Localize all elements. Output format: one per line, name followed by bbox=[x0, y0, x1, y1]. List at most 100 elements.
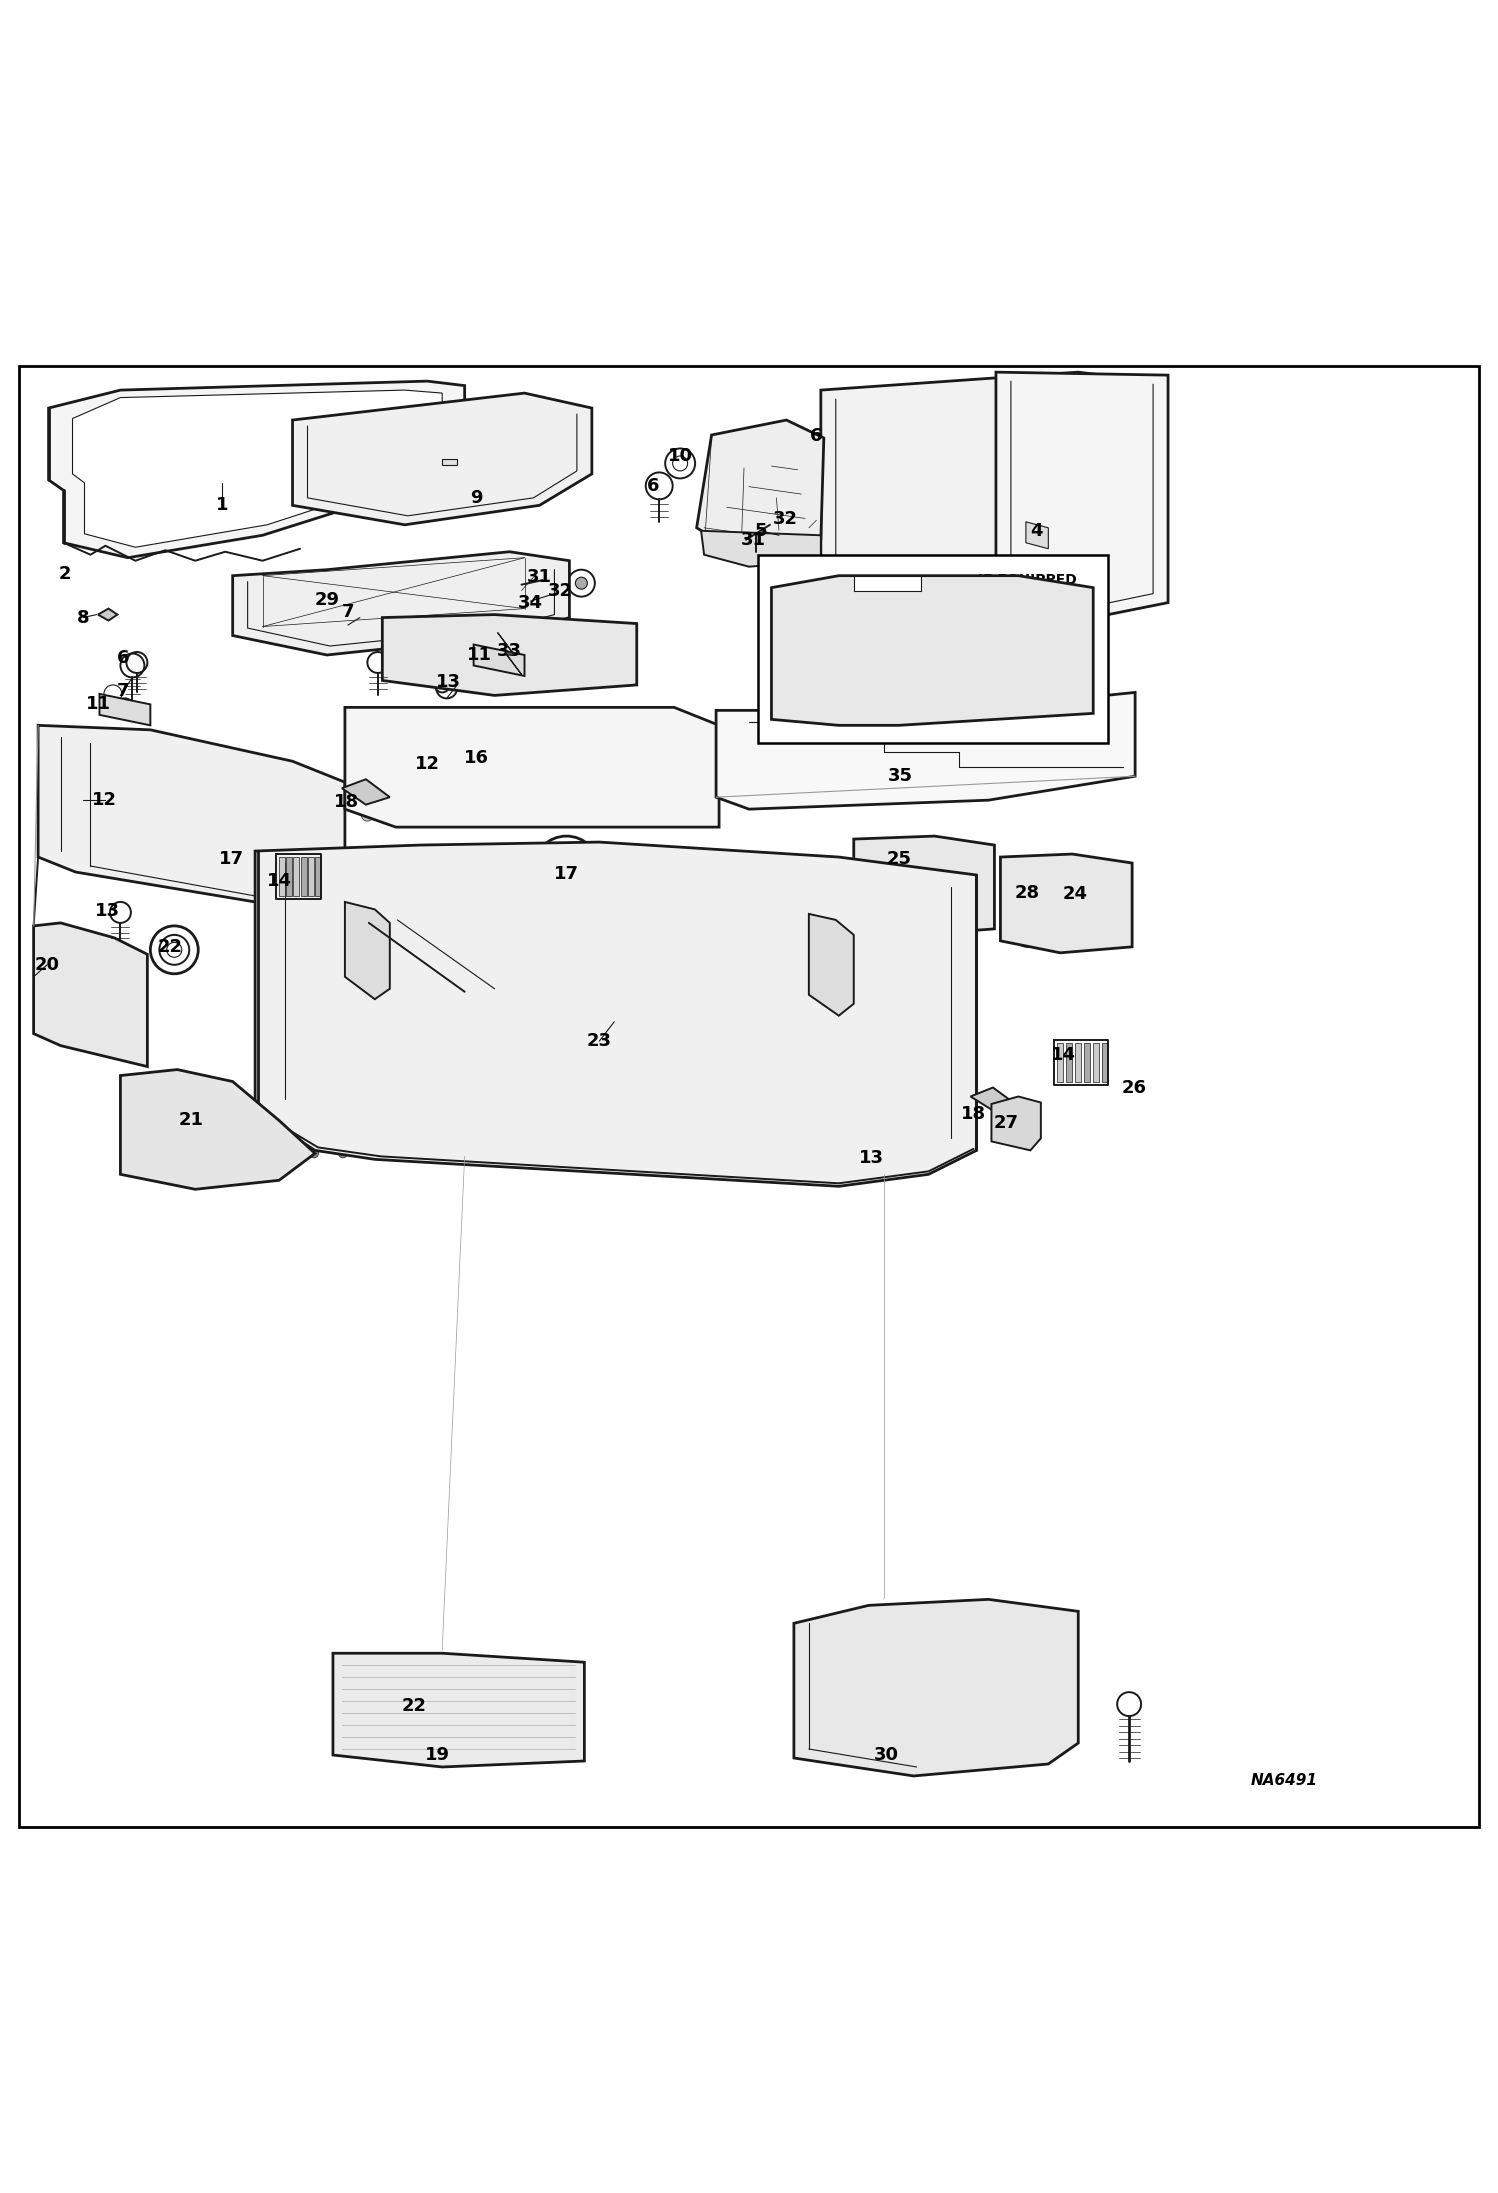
Circle shape bbox=[773, 893, 782, 901]
Circle shape bbox=[433, 717, 445, 728]
Circle shape bbox=[425, 912, 434, 923]
Circle shape bbox=[339, 1020, 348, 1029]
Circle shape bbox=[1013, 884, 1025, 897]
Circle shape bbox=[628, 978, 637, 987]
Circle shape bbox=[367, 1042, 376, 1050]
Circle shape bbox=[506, 785, 518, 798]
Circle shape bbox=[397, 1020, 406, 1029]
Circle shape bbox=[801, 893, 810, 901]
Circle shape bbox=[686, 1064, 695, 1072]
Circle shape bbox=[339, 1086, 348, 1094]
Circle shape bbox=[541, 1000, 550, 1009]
Circle shape bbox=[860, 1064, 869, 1072]
Circle shape bbox=[876, 862, 885, 871]
Circle shape bbox=[470, 717, 481, 728]
Circle shape bbox=[397, 763, 409, 774]
Circle shape bbox=[397, 1105, 406, 1114]
Circle shape bbox=[909, 879, 918, 888]
Polygon shape bbox=[292, 393, 592, 524]
Circle shape bbox=[310, 956, 319, 965]
Circle shape bbox=[860, 893, 869, 901]
Circle shape bbox=[484, 1042, 493, 1050]
Circle shape bbox=[454, 912, 463, 923]
Circle shape bbox=[947, 1127, 956, 1136]
Polygon shape bbox=[333, 1654, 584, 1768]
Polygon shape bbox=[97, 610, 117, 621]
Circle shape bbox=[280, 1105, 289, 1114]
Circle shape bbox=[614, 763, 626, 774]
Circle shape bbox=[361, 809, 373, 820]
Circle shape bbox=[367, 1086, 376, 1094]
Circle shape bbox=[541, 1020, 550, 1029]
Circle shape bbox=[470, 785, 481, 798]
Circle shape bbox=[686, 809, 698, 820]
Circle shape bbox=[650, 809, 662, 820]
Polygon shape bbox=[1085, 1042, 1091, 1081]
Polygon shape bbox=[315, 857, 321, 897]
Circle shape bbox=[433, 785, 445, 798]
Circle shape bbox=[959, 1695, 983, 1719]
Circle shape bbox=[454, 1149, 463, 1158]
Circle shape bbox=[599, 1086, 608, 1094]
Ellipse shape bbox=[124, 1099, 157, 1114]
Polygon shape bbox=[382, 614, 637, 695]
Circle shape bbox=[506, 739, 518, 752]
Circle shape bbox=[860, 1105, 869, 1114]
Polygon shape bbox=[473, 645, 524, 675]
Circle shape bbox=[599, 1127, 608, 1136]
Circle shape bbox=[470, 763, 481, 774]
Circle shape bbox=[339, 1042, 348, 1050]
Circle shape bbox=[425, 934, 434, 943]
Polygon shape bbox=[697, 421, 824, 557]
Text: 3: 3 bbox=[983, 629, 995, 647]
Circle shape bbox=[361, 763, 373, 774]
Circle shape bbox=[801, 1000, 810, 1009]
Circle shape bbox=[658, 956, 667, 965]
Circle shape bbox=[571, 1000, 580, 1009]
Text: 17: 17 bbox=[219, 849, 244, 868]
Circle shape bbox=[599, 956, 608, 965]
Circle shape bbox=[947, 1020, 956, 1029]
Polygon shape bbox=[1001, 853, 1132, 952]
Circle shape bbox=[425, 956, 434, 965]
Polygon shape bbox=[307, 857, 313, 897]
Text: 31: 31 bbox=[527, 568, 551, 586]
Circle shape bbox=[831, 1127, 840, 1136]
Circle shape bbox=[947, 934, 956, 943]
Text: 7: 7 bbox=[342, 603, 354, 621]
Circle shape bbox=[280, 956, 289, 965]
Circle shape bbox=[686, 717, 698, 728]
Circle shape bbox=[686, 978, 695, 987]
Ellipse shape bbox=[163, 1107, 196, 1123]
Circle shape bbox=[454, 1105, 463, 1114]
Circle shape bbox=[658, 1000, 667, 1009]
Circle shape bbox=[628, 871, 637, 879]
Text: 28: 28 bbox=[1014, 884, 1040, 901]
Circle shape bbox=[831, 1064, 840, 1072]
Circle shape bbox=[599, 893, 608, 901]
Circle shape bbox=[1089, 930, 1098, 939]
Circle shape bbox=[397, 739, 409, 752]
Circle shape bbox=[658, 1064, 667, 1072]
Circle shape bbox=[745, 956, 753, 965]
Circle shape bbox=[470, 809, 481, 820]
Circle shape bbox=[599, 1000, 608, 1009]
Circle shape bbox=[918, 1000, 927, 1009]
Circle shape bbox=[658, 1127, 667, 1136]
Circle shape bbox=[745, 871, 753, 879]
Circle shape bbox=[367, 1064, 376, 1072]
Circle shape bbox=[614, 739, 626, 752]
Circle shape bbox=[541, 956, 550, 965]
Circle shape bbox=[686, 1000, 695, 1009]
Circle shape bbox=[578, 717, 590, 728]
Circle shape bbox=[658, 978, 667, 987]
Circle shape bbox=[571, 956, 580, 965]
Circle shape bbox=[628, 1149, 637, 1158]
Circle shape bbox=[542, 717, 554, 728]
Circle shape bbox=[280, 871, 289, 879]
Circle shape bbox=[367, 893, 376, 901]
Polygon shape bbox=[442, 458, 457, 465]
Circle shape bbox=[745, 1105, 753, 1114]
Polygon shape bbox=[971, 1088, 1016, 1112]
Circle shape bbox=[658, 893, 667, 901]
